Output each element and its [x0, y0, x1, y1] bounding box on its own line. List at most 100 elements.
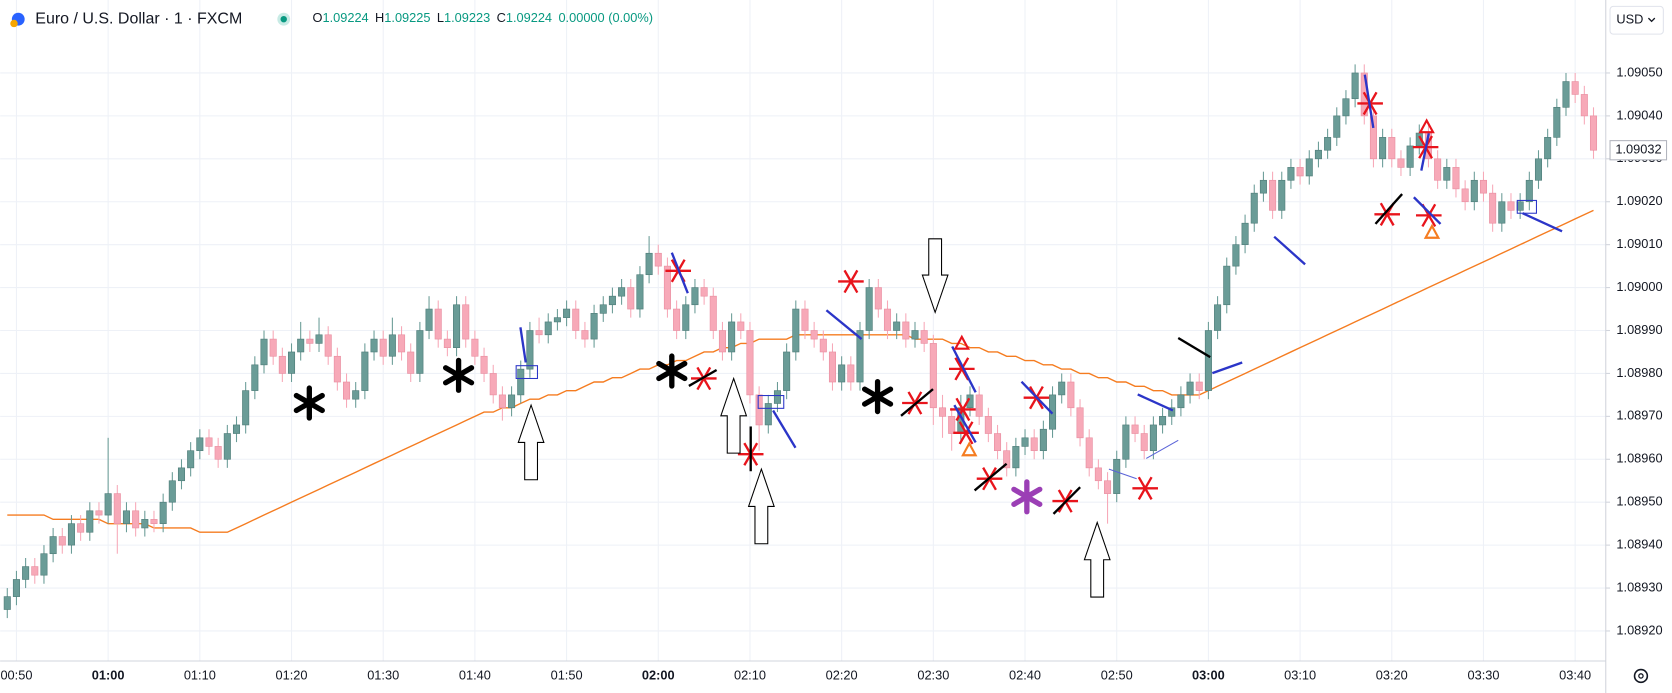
candle-body — [1534, 158, 1543, 181]
candle-body — [361, 351, 369, 391]
y-tick-label: 1.08990 — [1616, 322, 1662, 337]
candle-body — [984, 416, 992, 434]
candle-body — [1113, 458, 1121, 494]
y-tick-label: 1.08960 — [1616, 451, 1662, 466]
candle-body — [1452, 167, 1460, 190]
header: Euro / U.S. Dollar · 1 · FXCM O1.09224 H1… — [10, 10, 653, 27]
currency-chevron — [1647, 17, 1656, 23]
ohlc-readout: O1.09224 H1.09225 L1.09223 C1.09224 0.00000 … — [313, 11, 653, 26]
x-tick-label: 02:40 — [1009, 667, 1041, 682]
candle-body — [269, 338, 277, 357]
red-star-stroke — [955, 397, 971, 422]
trend-stroke — [688, 368, 718, 387]
x-tick-label: 03:20 — [1376, 667, 1408, 682]
readout-key: H — [375, 11, 384, 26]
x-tick-label: 02:50 — [1101, 667, 1133, 682]
trend-stroke — [1052, 486, 1081, 515]
moving-average — [7, 209, 1594, 533]
red-star-stroke — [958, 421, 974, 445]
candle-body — [297, 338, 305, 353]
trend-stroke — [670, 252, 689, 294]
candle-body — [1278, 179, 1286, 211]
trend-stroke — [772, 409, 797, 449]
candle-body — [1296, 167, 1304, 177]
candle-body — [232, 424, 241, 434]
y-tick-label: 1.09020 — [1616, 193, 1662, 208]
y-tick-label: 1.08930 — [1616, 579, 1662, 594]
triangle — [961, 441, 978, 457]
candle-body — [1369, 115, 1377, 160]
candle-body — [608, 295, 616, 306]
currency-label[interactable]: USD — [1616, 12, 1643, 27]
candle-body — [627, 287, 635, 310]
up-arrow — [1083, 520, 1111, 598]
y-tick-label: 1.08970 — [1616, 408, 1662, 423]
candle-body — [1214, 304, 1222, 331]
x-tick-label: 01:20 — [276, 667, 308, 682]
triangle — [953, 334, 970, 350]
trend-stroke — [1177, 336, 1211, 359]
candle-body — [1241, 222, 1249, 245]
trend-stroke — [1413, 196, 1442, 225]
candle-body — [948, 416, 956, 434]
trend-stroke — [1137, 393, 1174, 412]
up-arrow — [720, 376, 748, 454]
settings-button[interactable] — [1633, 668, 1649, 684]
candle-body — [1177, 394, 1185, 409]
candle-body — [1406, 145, 1414, 168]
candle-body — [709, 295, 717, 331]
candle-body — [755, 394, 763, 426]
x-tick-label: 03:00 — [1192, 667, 1225, 682]
readout-key: O — [313, 11, 323, 26]
x-tick-label: 02:20 — [826, 667, 858, 682]
candle-body — [1434, 158, 1442, 181]
candle-body — [86, 510, 94, 533]
candle-body — [242, 390, 250, 426]
readout-key: C — [497, 11, 506, 26]
triangle — [1418, 118, 1435, 134]
candle-body — [141, 519, 149, 529]
thin-stroke — [1108, 468, 1137, 480]
candle-body — [1122, 424, 1130, 460]
candle-body — [1195, 381, 1203, 391]
triangle — [1423, 223, 1441, 239]
candle-body — [67, 523, 75, 546]
candle-body — [1039, 428, 1047, 452]
trend-stroke — [1211, 361, 1243, 375]
candle-body — [40, 553, 48, 576]
candle-body — [1553, 106, 1561, 138]
candle-body — [379, 338, 387, 357]
candle-body — [1232, 244, 1240, 267]
candle-body — [278, 355, 286, 374]
candle-body — [416, 330, 424, 374]
red-star-stroke — [1421, 203, 1437, 228]
candle-body — [764, 403, 772, 426]
candle-body — [1030, 437, 1038, 452]
candle-body — [1333, 115, 1341, 138]
x-tick-label: 01:40 — [459, 667, 491, 682]
currency-button[interactable]: USD — [1609, 5, 1664, 35]
x-tick-label: 02:30 — [917, 667, 949, 682]
candle-body — [938, 407, 947, 417]
candle-body — [260, 338, 268, 366]
x-tick-label: 01:10 — [184, 667, 216, 682]
candle-body — [196, 437, 204, 452]
candle-body — [1507, 201, 1515, 211]
candle-body — [590, 313, 598, 340]
settings-gear[interactable] — [1633, 668, 1649, 684]
candle-body — [168, 480, 176, 503]
candle-body — [1580, 94, 1588, 117]
candle-body — [434, 308, 442, 340]
candle-body — [306, 338, 314, 344]
candle-body — [1159, 416, 1167, 426]
candle-body — [810, 330, 818, 340]
candle-body — [132, 510, 140, 529]
asterisk-stroke — [293, 392, 325, 414]
symbol-title[interactable]: Euro / U.S. Dollar · 1 · FXCM — [35, 10, 242, 27]
candle-body — [453, 304, 461, 348]
blue-box — [757, 395, 785, 409]
candle-body — [1443, 167, 1451, 181]
candle-body — [58, 536, 66, 546]
currency-box[interactable] — [1609, 5, 1664, 35]
